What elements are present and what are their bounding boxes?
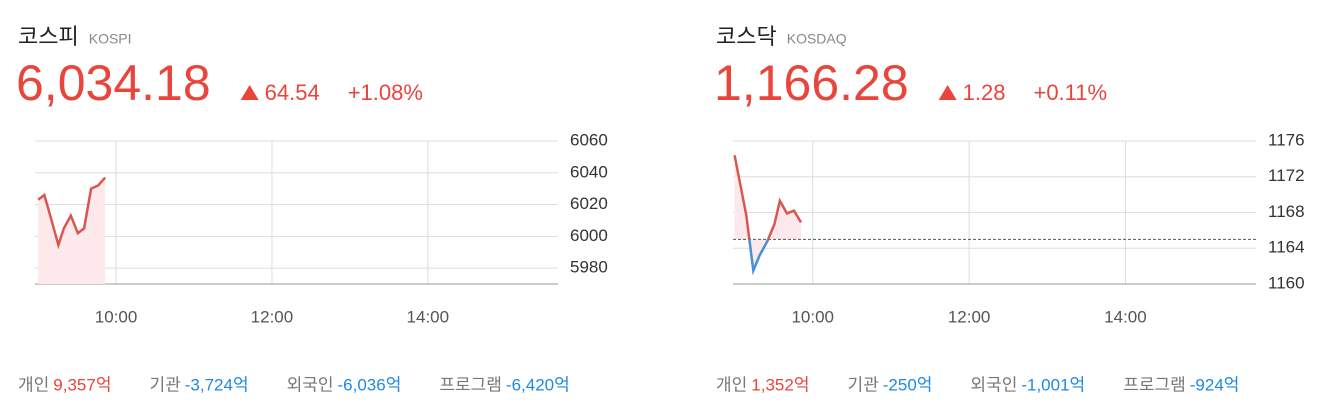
y-tick-label: 1176: [1268, 130, 1305, 149]
investor-label: 개인: [716, 375, 747, 394]
investor-label: 개인: [18, 375, 49, 394]
index-change: 64.54: [265, 80, 320, 105]
area: [734, 155, 802, 271]
investor-value: -3,724억: [185, 375, 249, 394]
y-tick-label: 1164: [1268, 238, 1305, 257]
investor-label: 기관: [149, 375, 180, 394]
y-tick-label: 5980: [570, 258, 608, 277]
investor-label: 외국인: [287, 375, 334, 394]
index-price: 1,166.28: [714, 55, 909, 111]
investor-label: 프로그램: [439, 375, 502, 394]
x-tick-label: 12:00: [251, 307, 294, 326]
index-change: 1.28: [963, 80, 1006, 105]
y-tick-label: 6000: [570, 226, 608, 245]
line: [733, 155, 803, 240]
x-tick-label: 10:00: [791, 307, 834, 326]
investor-value: -250억: [883, 375, 933, 394]
market-panel: 코스닥 KOSDAQ 1,166.28 1.28 +0.11% 1176 1172 1168 1…: [714, 24, 1305, 395]
y-tick-label: 1172: [1268, 166, 1305, 185]
line: [748, 239, 770, 276]
investor-value: 9,357억: [53, 375, 111, 394]
x-tick-label: 14:00: [1104, 307, 1147, 326]
investor-label: 기관: [847, 375, 878, 394]
up-arrow: [938, 85, 957, 100]
investor-value: -6,036억: [338, 375, 402, 394]
investor-value: -924억: [1190, 375, 1240, 394]
index-code: KOSPI: [89, 31, 132, 47]
index-title: 코스닥: [716, 24, 777, 49]
line: [37, 176, 107, 250]
x-tick-label: 10:00: [95, 307, 138, 326]
index-change-pct: +0.11%: [1033, 80, 1107, 105]
investor-label: 프로그램: [1123, 375, 1186, 394]
index-code: KOSDAQ: [787, 31, 847, 47]
investor-value: -1,001억: [1021, 375, 1085, 394]
y-tick-label: 1168: [1268, 202, 1305, 221]
market-panel: 코스피 KOSPI 6,034.18 64.54 +1.08% 6060 6040 6020 6…: [16, 24, 608, 395]
x-tick-label: 14:00: [407, 307, 450, 326]
investor-value: 1,352억: [751, 375, 809, 394]
index-change-pct: +1.08%: [348, 80, 423, 105]
y-tick-label: 6020: [570, 194, 608, 213]
investor-label: 외국인: [970, 375, 1017, 394]
index-title: 코스피: [18, 24, 79, 49]
y-tick-label: 6060: [570, 130, 608, 149]
y-tick-label: 1160: [1268, 273, 1305, 292]
y-tick-label: 6040: [570, 162, 608, 181]
investor-value: -6,420억: [506, 375, 570, 394]
index-price: 6,034.18: [16, 55, 211, 111]
x-tick-label: 12:00: [948, 307, 991, 326]
area: [38, 177, 106, 284]
up-arrow: [240, 85, 259, 100]
